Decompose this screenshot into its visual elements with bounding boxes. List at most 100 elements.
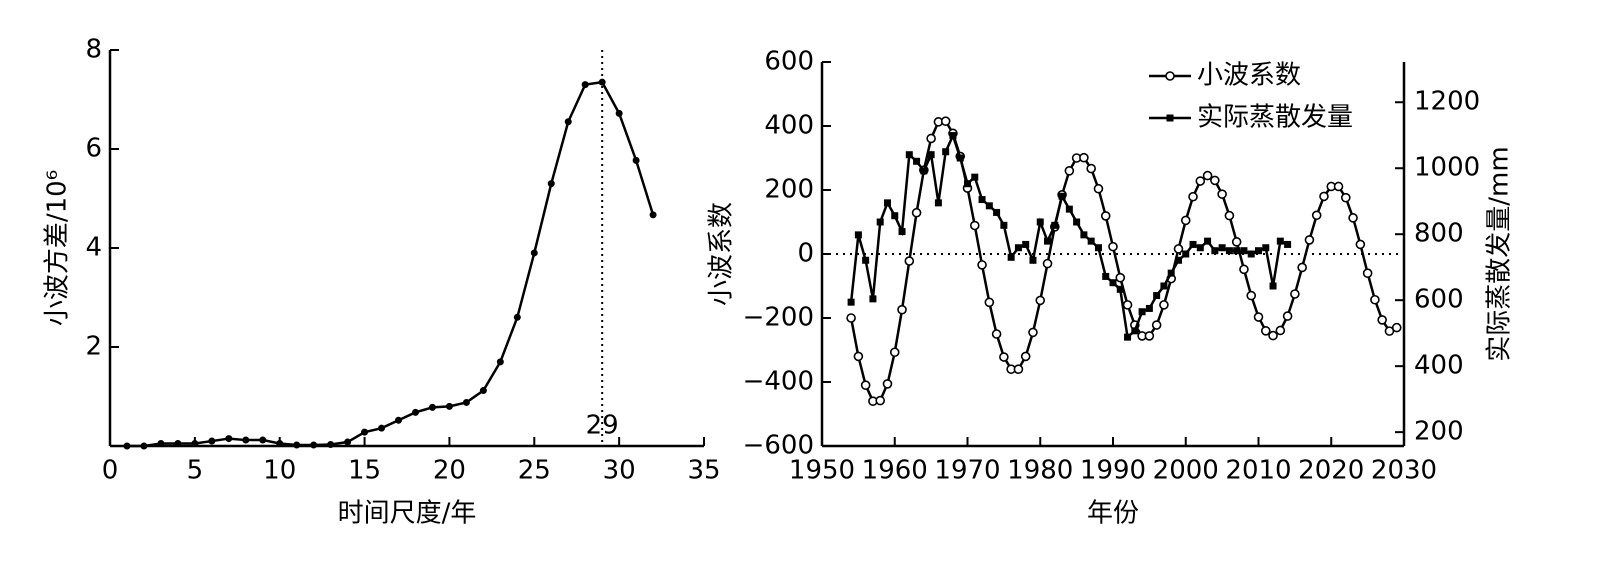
reference-label: 29 <box>586 411 619 441</box>
data-point <box>564 118 572 126</box>
data-point <box>1182 250 1190 258</box>
data-point <box>1225 247 1233 255</box>
data-point <box>1115 272 1126 283</box>
y2-tick-label: 200 <box>1414 417 1464 447</box>
data-point <box>1275 325 1286 336</box>
data-point <box>462 398 470 406</box>
x-tick-label: 1990 <box>1080 456 1146 486</box>
data-point <box>1073 218 1081 226</box>
data-point <box>1000 221 1008 229</box>
x-tick-label: 2010 <box>1225 456 1291 486</box>
data-point <box>1051 221 1059 229</box>
data-point <box>897 304 907 315</box>
data-point <box>174 440 182 448</box>
data-point <box>1348 213 1358 223</box>
data-point <box>940 116 951 126</box>
data-point <box>1255 247 1262 255</box>
x-tick-label: 15 <box>348 456 381 486</box>
data-point <box>1202 170 1213 181</box>
data-point <box>1260 325 1271 336</box>
y-tick-label: 2 <box>85 332 102 362</box>
data-point <box>977 260 987 270</box>
data-point <box>1131 327 1139 335</box>
data-point <box>140 442 148 450</box>
y-tick-label: 600 <box>764 47 814 77</box>
data-point <box>934 199 942 207</box>
data-point <box>1087 237 1095 245</box>
data-point <box>1013 364 1024 375</box>
data-point <box>293 441 301 449</box>
y2-tick-label: 400 <box>1414 351 1464 381</box>
y-axis-label: 小波方差/10⁶ <box>43 170 73 326</box>
data-point <box>496 358 504 366</box>
data-point <box>875 395 886 406</box>
y-tick-label: 6 <box>85 134 102 164</box>
data-point <box>1167 269 1175 277</box>
y2-tick-label: 1000 <box>1414 153 1480 183</box>
data-point <box>1044 237 1052 245</box>
data-point <box>1355 239 1366 250</box>
data-point <box>191 440 199 448</box>
data-point <box>1391 322 1402 333</box>
data-point <box>361 428 369 436</box>
data-point <box>854 231 862 239</box>
data-point <box>883 199 891 207</box>
data-point <box>1159 300 1169 310</box>
data-point <box>225 435 233 443</box>
data-point <box>513 313 521 321</box>
x-tick-label: 2030 <box>1371 456 1437 486</box>
data-point <box>964 180 971 188</box>
data-point <box>1145 304 1153 312</box>
data-point <box>1036 218 1044 226</box>
data-point <box>1297 262 1307 273</box>
data-point <box>1304 235 1315 245</box>
x-tick-label: 35 <box>687 456 720 486</box>
y-tick-label: −400 <box>743 367 814 397</box>
data-point <box>1218 244 1226 252</box>
series-line <box>126 80 655 448</box>
data-point <box>327 441 335 449</box>
data-point <box>1217 189 1227 199</box>
y2-tick-label: 800 <box>1414 219 1464 249</box>
data-point <box>1290 289 1300 299</box>
data-point <box>1160 282 1168 290</box>
data-point <box>926 133 936 144</box>
data-point <box>1079 152 1089 163</box>
data-point <box>1195 176 1206 186</box>
data-point <box>1094 244 1102 252</box>
data-point <box>911 207 922 218</box>
data-point <box>1116 285 1124 293</box>
data-point <box>1319 191 1329 202</box>
data-point <box>1093 183 1104 194</box>
x-tick-label: 1980 <box>1007 456 1073 486</box>
data-point <box>927 151 935 159</box>
data-point <box>1233 247 1241 255</box>
data-point <box>993 208 1001 216</box>
data-point <box>1276 237 1284 245</box>
x-tick-label: 1960 <box>862 456 928 486</box>
data-point <box>1370 294 1380 305</box>
series-line <box>849 132 1289 340</box>
data-point <box>985 202 993 210</box>
data-point <box>1362 268 1373 279</box>
data-point <box>1384 326 1395 336</box>
data-point <box>999 352 1009 362</box>
data-point <box>1086 163 1096 174</box>
data-point <box>1124 333 1132 341</box>
data-point <box>123 442 131 450</box>
data-point <box>1189 240 1197 248</box>
x-tick-label: 1950 <box>789 456 855 486</box>
data-point <box>1151 320 1162 330</box>
data-point <box>847 298 855 306</box>
data-point <box>547 180 555 188</box>
data-point <box>1231 237 1242 247</box>
data-point <box>1180 215 1191 226</box>
data-point <box>1109 279 1117 287</box>
data-point <box>1268 330 1278 341</box>
data-point <box>1065 205 1073 213</box>
data-point <box>208 437 216 445</box>
data-point <box>882 379 893 389</box>
data-point <box>905 151 913 159</box>
data-point <box>1282 311 1293 321</box>
